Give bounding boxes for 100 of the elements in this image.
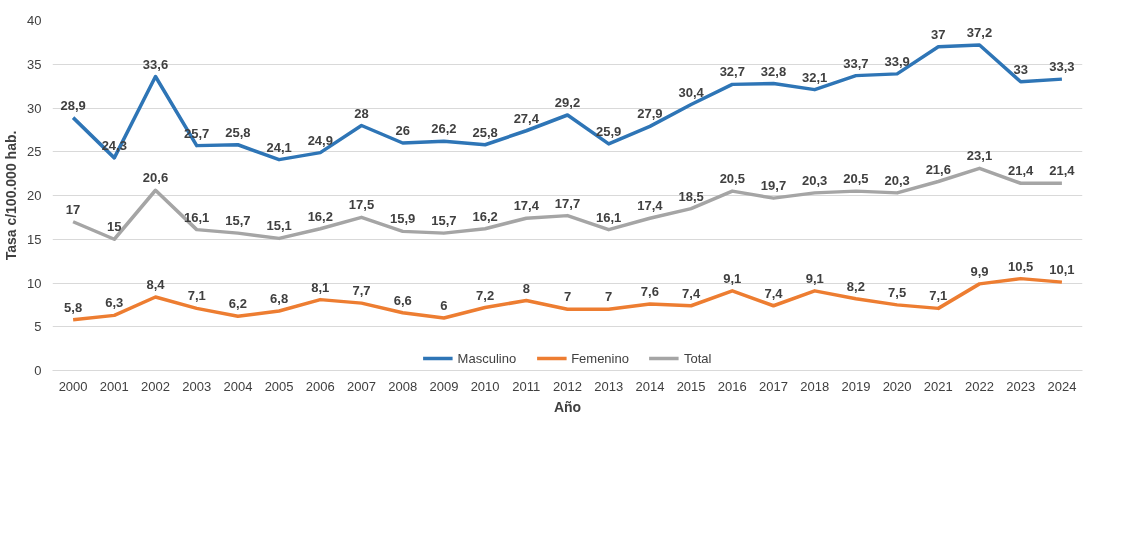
x-tick-label: 2023 — [1006, 378, 1036, 394]
data-label: 33,7 — [843, 55, 869, 71]
data-label: 16,1 — [596, 209, 622, 225]
data-label: 6,3 — [105, 295, 124, 311]
data-label: 29,2 — [554, 95, 581, 110]
data-label: 23,1 — [966, 148, 993, 164]
y-tick-label: 10 — [27, 275, 42, 291]
x-tick-label: 2003 — [182, 378, 212, 394]
data-label: 33 — [1013, 61, 1028, 77]
data-label: 20,3 — [884, 172, 910, 188]
data-label: 17,4 — [637, 198, 664, 214]
data-label: 33,9 — [884, 53, 910, 69]
data-label: 20,3 — [802, 172, 828, 188]
data-label: 26,2 — [431, 121, 457, 137]
data-label: 33,6 — [142, 56, 169, 72]
data-label: 19,7 — [760, 178, 787, 194]
data-label: 7,6 — [640, 284, 659, 299]
y-tick-label: 35 — [27, 56, 42, 72]
data-label: 17,5 — [348, 197, 375, 213]
data-label: 17,4 — [513, 198, 540, 214]
data-label: 15,7 — [431, 213, 457, 229]
data-label: 16,2 — [472, 208, 498, 224]
data-label: 7 — [563, 289, 572, 305]
data-label: 16,2 — [307, 208, 333, 224]
data-label: 24,9 — [307, 132, 333, 148]
x-tick-label: 2010 — [470, 378, 500, 394]
data-label: 16,1 — [184, 209, 210, 225]
x-tick-label: 2016 — [717, 378, 747, 394]
data-label: 15 — [107, 219, 122, 235]
data-label: 20,5 — [843, 171, 869, 187]
x-tick-label: 2014 — [635, 378, 665, 394]
data-label: 30,4 — [678, 84, 705, 100]
x-tick-label: 2000 — [58, 378, 88, 394]
legend-label: Masculino — [457, 350, 517, 366]
data-label: 8,2 — [846, 278, 865, 294]
x-tick-label: 2017 — [759, 378, 788, 394]
data-label: 7,4 — [682, 285, 701, 301]
data-label: 6,2 — [228, 296, 247, 312]
x-tick-label: 2006 — [305, 378, 335, 394]
x-tick-label: 2022 — [965, 378, 994, 394]
x-tick-label: 2012 — [553, 378, 582, 394]
data-label: 8 — [522, 280, 530, 296]
data-label: 25,9 — [596, 123, 622, 139]
y-tick-label: 15 — [27, 231, 42, 247]
data-label: 6,8 — [270, 291, 289, 306]
data-label: 27,4 — [513, 110, 540, 126]
legend-label: Total — [683, 350, 712, 366]
data-label: 7,5 — [888, 284, 907, 300]
x-tick-label: 2008 — [388, 378, 418, 394]
x-tick-label: 2024 — [1047, 378, 1077, 394]
x-tick-label: 2009 — [429, 378, 459, 394]
data-label: 9,1 — [723, 270, 742, 286]
data-label: 17 — [65, 201, 81, 217]
x-tick-label: 2013 — [594, 378, 624, 394]
data-label: 10,1 — [1049, 262, 1075, 278]
data-label: 28 — [354, 105, 369, 121]
x-tick-label: 2005 — [264, 378, 294, 394]
x-tick-label: 2004 — [223, 378, 253, 394]
y-axis-title: Tasa c/100.000 hab. — [3, 130, 20, 261]
data-label: 7,1 — [929, 288, 948, 304]
data-label: 33,3 — [1049, 59, 1075, 75]
y-tick-label: 5 — [34, 319, 42, 335]
x-tick-label: 2002 — [141, 378, 170, 394]
data-label: 26 — [395, 123, 410, 138]
y-tick-label: 20 — [27, 188, 42, 203]
data-label: 7,2 — [476, 287, 495, 303]
legend-label: Femenino — [571, 350, 629, 366]
x-tick-label: 2018 — [800, 378, 830, 394]
data-label: 21,6 — [925, 161, 951, 177]
data-label: 32,1 — [802, 69, 828, 85]
data-label: 18,5 — [678, 188, 704, 204]
x-axis-title: Año — [553, 398, 582, 415]
y-tick-label: 0 — [34, 363, 42, 378]
data-label: 15,1 — [266, 218, 292, 234]
data-label: 37 — [931, 26, 946, 42]
data-label: 7 — [605, 289, 613, 305]
data-label: 6 — [440, 298, 448, 313]
data-label: 15,9 — [390, 211, 416, 227]
data-label: 28,9 — [60, 97, 86, 113]
y-tick-label: 40 — [27, 13, 42, 28]
data-label: 10,5 — [1008, 258, 1034, 274]
x-tick-label: 2019 — [841, 378, 871, 394]
data-label: 9,1 — [805, 270, 824, 286]
x-tick-label: 2001 — [99, 378, 129, 394]
data-label: 21,4 — [1049, 163, 1076, 179]
data-label: 9,9 — [970, 263, 989, 279]
data-label: 21,4 — [1008, 163, 1035, 179]
data-label: 17,7 — [554, 195, 581, 211]
data-label: 32,8 — [760, 63, 787, 79]
x-tick-label: 2015 — [676, 378, 706, 394]
data-label: 7,1 — [187, 288, 206, 304]
data-label: 15,7 — [225, 213, 251, 229]
data-label: 24,1 — [266, 139, 292, 155]
x-tick-label: 2007 — [347, 378, 376, 394]
data-label: 37,2 — [966, 25, 993, 40]
data-label: 25,8 — [472, 124, 498, 140]
data-label: 20,5 — [719, 171, 745, 187]
y-tick-label: 30 — [27, 100, 42, 116]
y-tick-label: 25 — [27, 144, 42, 160]
data-label: 7,4 — [764, 285, 784, 301]
